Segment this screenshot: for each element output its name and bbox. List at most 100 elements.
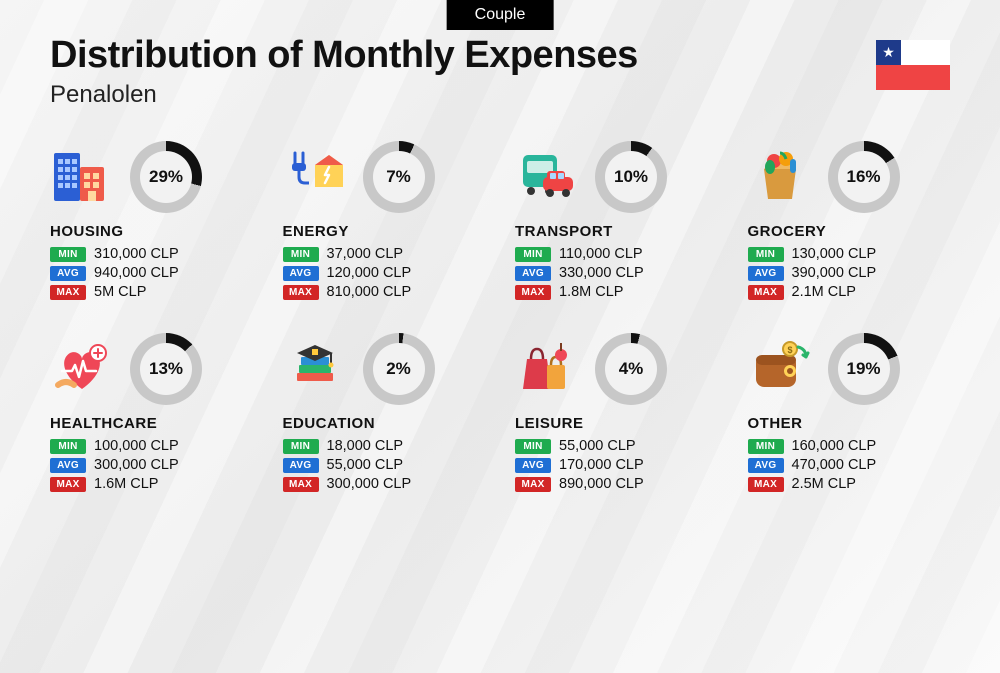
stat-max: MAX 5M CLP [50,284,253,300]
chile-flag-icon: ★ [876,40,950,90]
avg-badge: AVG [50,266,86,281]
category-name: TRANSPORT [515,223,718,240]
page-title: Distribution of Monthly Expenses [50,34,638,77]
category-name: HOUSING [50,223,253,240]
min-value: 37,000 CLP [327,246,404,262]
leisure-icon [515,337,579,401]
min-value: 55,000 CLP [559,438,636,454]
min-badge: MIN [283,439,319,454]
max-badge: MAX [515,285,551,300]
percent-ring: 19% [828,333,900,405]
max-value: 1.8M CLP [559,284,623,300]
max-badge: MAX [515,477,551,492]
avg-badge: AVG [515,266,551,281]
percent-label: 4% [605,343,657,395]
category-card-grocery: 16% GROCERY MIN 130,000 CLP AVG 390,000 … [748,141,951,303]
avg-value: 55,000 CLP [327,457,404,473]
transport-icon [515,145,579,209]
max-value: 300,000 CLP [327,476,412,492]
avg-badge: AVG [515,458,551,473]
stat-avg: AVG 940,000 CLP [50,265,253,281]
category-card-healthcare: 13% HEALTHCARE MIN 100,000 CLP AVG 300,0… [50,333,253,495]
category-name: OTHER [748,415,951,432]
max-badge: MAX [283,477,319,492]
svg-text:$: $ [787,345,792,355]
min-value: 160,000 CLP [792,438,877,454]
category-name: EDUCATION [283,415,486,432]
min-badge: MIN [50,439,86,454]
min-value: 310,000 CLP [94,246,179,262]
max-badge: MAX [283,285,319,300]
stat-min: MIN 18,000 CLP [283,438,486,454]
stat-max: MAX 1.8M CLP [515,284,718,300]
category-card-other: $ 19% OTHER MIN 160,000 CLP AVG 470,000 … [748,333,951,495]
category-name: LEISURE [515,415,718,432]
stat-min: MIN 130,000 CLP [748,246,951,262]
stat-min: MIN 100,000 CLP [50,438,253,454]
percent-ring: 10% [595,141,667,213]
percent-ring: 16% [828,141,900,213]
min-value: 130,000 CLP [792,246,877,262]
avg-badge: AVG [748,266,784,281]
stat-min: MIN 310,000 CLP [50,246,253,262]
category-card-housing: 29% HOUSING MIN 310,000 CLP AVG 940,000 … [50,141,253,303]
percent-label: 7% [373,151,425,203]
stat-max: MAX 810,000 CLP [283,284,486,300]
avg-value: 330,000 CLP [559,265,644,281]
min-badge: MIN [283,247,319,262]
stat-min: MIN 55,000 CLP [515,438,718,454]
avg-value: 470,000 CLP [792,457,877,473]
min-badge: MIN [50,247,86,262]
percent-label: 19% [838,343,890,395]
percent-ring: 2% [363,333,435,405]
min-value: 100,000 CLP [94,438,179,454]
avg-badge: AVG [50,458,86,473]
location-subtitle: Penalolen [50,81,638,109]
category-name: GROCERY [748,223,951,240]
stat-avg: AVG 170,000 CLP [515,457,718,473]
stat-min: MIN 160,000 CLP [748,438,951,454]
grocery-icon [748,145,812,209]
min-value: 18,000 CLP [327,438,404,454]
avg-value: 300,000 CLP [94,457,179,473]
avg-badge: AVG [283,266,319,281]
header: Distribution of Monthly Expenses Penalol… [50,0,950,109]
category-name: HEALTHCARE [50,415,253,432]
percent-label: 10% [605,151,657,203]
flag-star: ★ [876,40,901,65]
stat-min: MIN 110,000 CLP [515,246,718,262]
category-card-transport: 10% TRANSPORT MIN 110,000 CLP AVG 330,00… [515,141,718,303]
max-badge: MAX [748,477,784,492]
percent-ring: 7% [363,141,435,213]
min-badge: MIN [748,439,784,454]
avg-value: 940,000 CLP [94,265,179,281]
category-name: ENERGY [283,223,486,240]
min-badge: MIN [515,247,551,262]
stat-avg: AVG 120,000 CLP [283,265,486,281]
max-value: 5M CLP [94,284,146,300]
stat-avg: AVG 330,000 CLP [515,265,718,281]
percent-label: 2% [373,343,425,395]
max-value: 890,000 CLP [559,476,644,492]
max-value: 1.6M CLP [94,476,158,492]
other-icon: $ [748,337,812,401]
percent-ring: 29% [130,141,202,213]
avg-value: 120,000 CLP [327,265,412,281]
stat-min: MIN 37,000 CLP [283,246,486,262]
stat-max: MAX 1.6M CLP [50,476,253,492]
category-card-leisure: 4% LEISURE MIN 55,000 CLP AVG 170,000 CL… [515,333,718,495]
max-value: 2.1M CLP [792,284,856,300]
max-value: 2.5M CLP [792,476,856,492]
category-card-education: 2% EDUCATION MIN 18,000 CLP AVG 55,000 C… [283,333,486,495]
healthcare-icon [50,337,114,401]
stat-max: MAX 2.1M CLP [748,284,951,300]
category-card-energy: 7% ENERGY MIN 37,000 CLP AVG 120,000 CLP… [283,141,486,303]
energy-icon [283,145,347,209]
education-icon [283,337,347,401]
stat-max: MAX 300,000 CLP [283,476,486,492]
min-badge: MIN [748,247,784,262]
stat-avg: AVG 300,000 CLP [50,457,253,473]
percent-ring: 4% [595,333,667,405]
percent-ring: 13% [130,333,202,405]
percent-label: 13% [140,343,192,395]
